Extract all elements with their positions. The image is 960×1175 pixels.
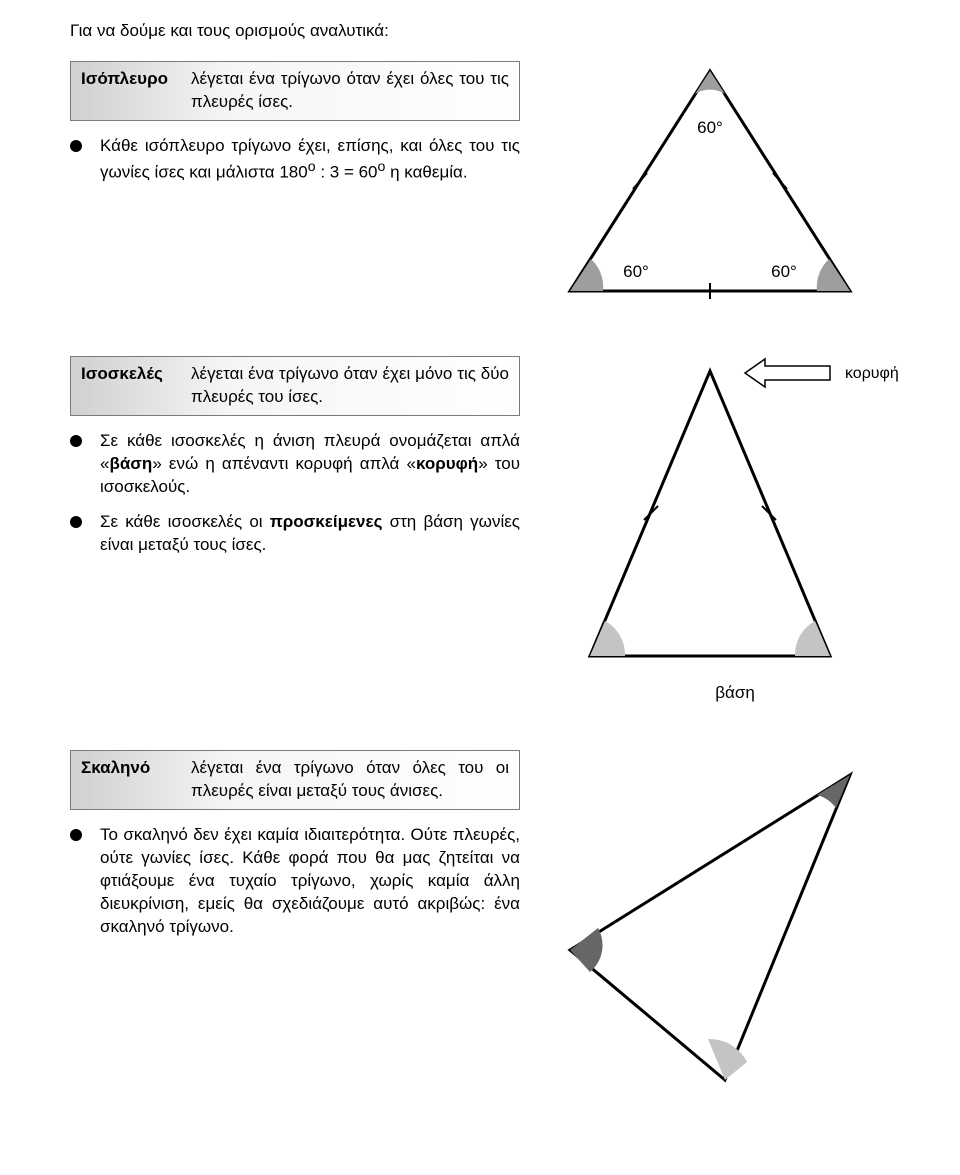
scalene-term: Σκαληνό	[81, 757, 191, 780]
scalene-term-box: Σκαληνό λέγεται ένα τρίγωνο όταν όλες το…	[70, 750, 520, 810]
base-label: βάση	[550, 682, 920, 705]
equilateral-section: Ισόπλευρο λέγεται ένα τρίγωνο όταν έχει …	[70, 61, 920, 321]
isosceles-term: Ισοσκελές	[81, 363, 191, 386]
equilateral-term: Ισόπλευρο	[81, 68, 191, 91]
scalene-section: Σκαληνό λέγεται ένα τρίγωνο όταν όλες το…	[70, 750, 920, 1100]
equilateral-bullet-1: Κάθε ισόπλευρο τρίγωνο έχει, επίσης, και…	[70, 135, 520, 185]
angle-right-label: 60°	[771, 262, 797, 281]
isosceles-section: Ισοσκελές λέγεται ένα τρίγωνο όταν έχει …	[70, 356, 920, 715]
isosceles-bullet-2: Σε κάθε ισοσκελές οι προσκείμενες στη βά…	[70, 511, 520, 557]
scalene-triangle	[550, 750, 880, 1100]
isosceles-bullet-2-text: Σε κάθε ισοσκελές οι προσκείμενες στη βά…	[100, 511, 520, 557]
scalene-bullet-1: Το σκαληνό δεν έχει καμία ιδιαιτερότητα.…	[70, 824, 520, 939]
apex-arrow-icon	[745, 359, 830, 387]
isosceles-bullet-1: Σε κάθε ισοσκελές η άνιση πλευρά ονομάζε…	[70, 430, 520, 499]
bullet-icon	[70, 140, 82, 152]
scalene-bullet-1-text: Το σκαληνό δεν έχει καμία ιδιαιτερότητα.…	[100, 824, 520, 939]
bullet-icon	[70, 435, 82, 447]
equilateral-bullet-1-text: Κάθε ισόπλευρο τρίγωνο έχει, επίσης, και…	[100, 135, 520, 185]
bullet-icon	[70, 829, 82, 841]
isosceles-def: λέγεται ένα τρίγωνο όταν έχει μόνο τις δ…	[191, 363, 509, 409]
isosceles-term-box: Ισοσκελές λέγεται ένα τρίγωνο όταν έχει …	[70, 356, 520, 416]
equilateral-triangle: 60° 60° 60°	[550, 61, 870, 321]
bullet-icon	[70, 516, 82, 528]
apex-label: κορυφή	[845, 365, 899, 382]
scalene-def: λέγεται ένα τρίγωνο όταν όλες του οι πλε…	[191, 757, 509, 803]
isosceles-triangle: κορυφή	[550, 356, 920, 676]
isosceles-bullet-1-text: Σε κάθε ισοσκελές η άνιση πλευρά ονομάζε…	[100, 430, 520, 499]
equilateral-term-box: Ισόπλευρο λέγεται ένα τρίγωνο όταν έχει …	[70, 61, 520, 121]
angle-top-label: 60°	[697, 118, 723, 137]
intro-text: Για να δούμε και τους ορισμούς αναλυτικά…	[70, 20, 920, 43]
equilateral-def: λέγεται ένα τρίγωνο όταν έχει όλες του τ…	[191, 68, 509, 114]
angle-left-label: 60°	[623, 262, 649, 281]
